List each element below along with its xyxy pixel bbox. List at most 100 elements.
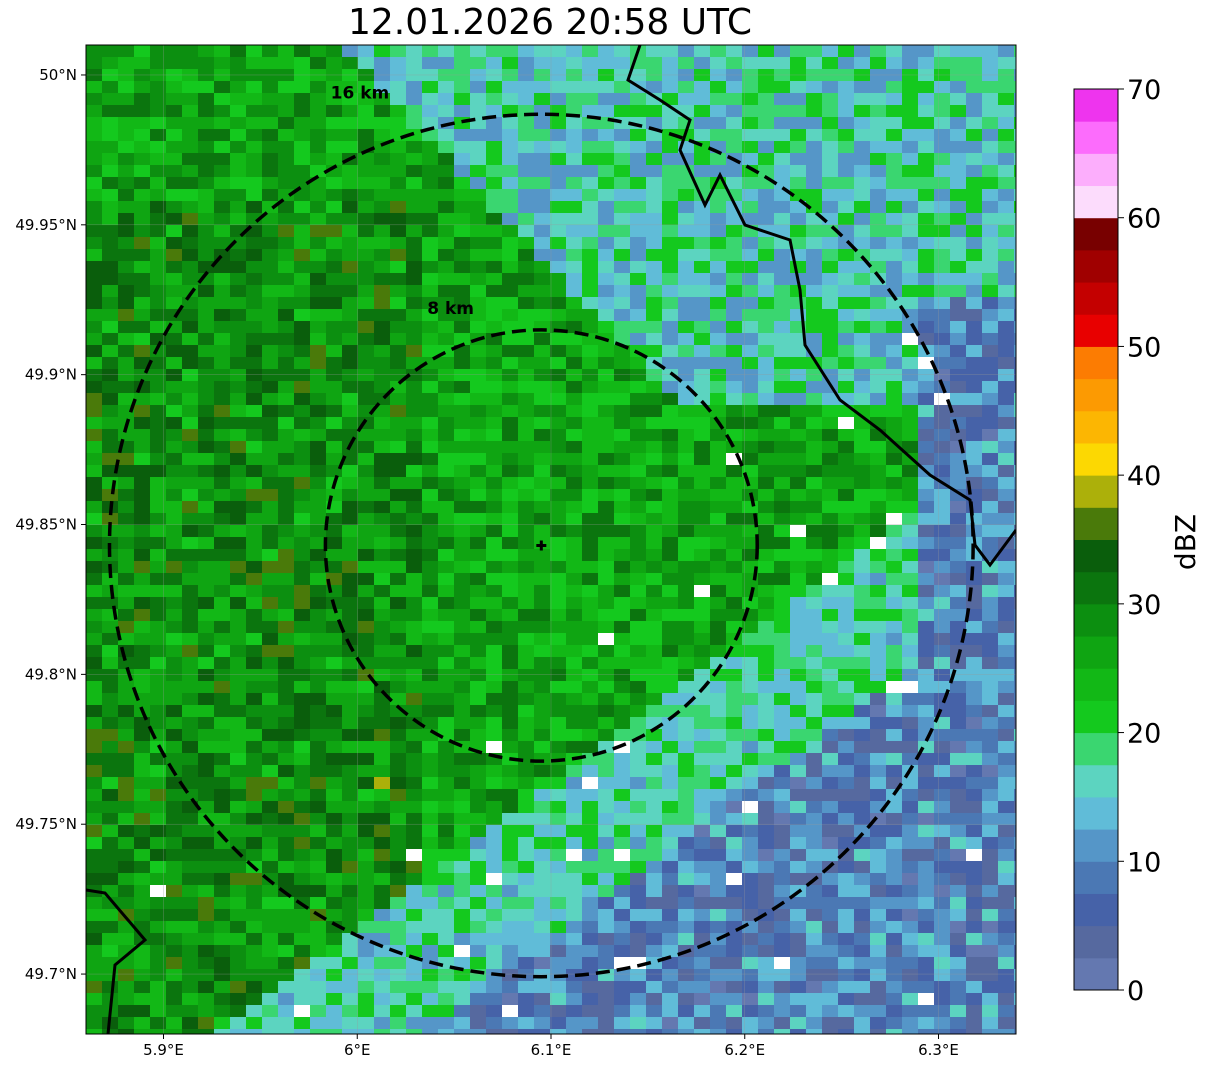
reflectivity-cell <box>390 957 407 970</box>
reflectivity-cell <box>134 141 151 154</box>
reflectivity-cell <box>310 1017 327 1030</box>
reflectivity-cell <box>614 237 631 250</box>
reflectivity-cell <box>678 789 695 802</box>
reflectivity-cell <box>678 981 695 994</box>
reflectivity-cell <box>582 645 599 658</box>
reflectivity-cell <box>534 837 551 850</box>
reflectivity-cell <box>870 201 887 214</box>
reflectivity-cell <box>934 273 951 286</box>
reflectivity-cell <box>166 945 183 958</box>
reflectivity-cell <box>758 801 775 814</box>
reflectivity-cell <box>118 297 135 310</box>
reflectivity-cell <box>390 393 407 406</box>
reflectivity-cell <box>982 957 999 970</box>
reflectivity-cell <box>566 585 583 598</box>
reflectivity-cell <box>710 429 727 442</box>
reflectivity-cell <box>502 417 519 430</box>
reflectivity-cell <box>246 573 263 586</box>
reflectivity-cell <box>310 549 327 562</box>
reflectivity-cell <box>230 57 247 70</box>
reflectivity-cell <box>294 141 311 154</box>
reflectivity-cell <box>774 525 791 538</box>
reflectivity-cell <box>678 873 695 886</box>
reflectivity-cell <box>870 405 887 418</box>
reflectivity-cell <box>118 177 135 190</box>
reflectivity-cell <box>486 225 503 238</box>
reflectivity-cell <box>982 69 999 82</box>
reflectivity-cell <box>214 633 231 646</box>
reflectivity-cell <box>518 813 535 826</box>
reflectivity-cell <box>518 777 535 790</box>
reflectivity-cell <box>486 333 503 346</box>
reflectivity-cell <box>390 825 407 838</box>
reflectivity-cell <box>518 549 535 562</box>
reflectivity-cell <box>678 969 695 982</box>
reflectivity-cell <box>118 705 135 718</box>
reflectivity-cell <box>550 945 567 958</box>
y-tick-label: 49.9°N <box>25 366 77 384</box>
reflectivity-cell <box>902 609 919 622</box>
reflectivity-cell <box>342 633 359 646</box>
reflectivity-cell <box>822 117 839 130</box>
reflectivity-cell <box>406 201 423 214</box>
reflectivity-cell <box>518 525 535 538</box>
reflectivity-cell <box>758 621 775 634</box>
reflectivity-cell <box>86 993 103 1006</box>
reflectivity-cell <box>758 465 775 478</box>
reflectivity-cell <box>438 729 455 742</box>
reflectivity-cell <box>406 933 423 946</box>
reflectivity-cell <box>646 405 663 418</box>
reflectivity-cell <box>214 585 231 598</box>
reflectivity-cell <box>982 825 999 838</box>
reflectivity-cell <box>518 861 535 874</box>
reflectivity-cell <box>86 57 103 70</box>
reflectivity-cell <box>598 621 615 634</box>
reflectivity-cell <box>438 705 455 718</box>
reflectivity-cell <box>694 429 711 442</box>
reflectivity-cell <box>694 753 711 766</box>
reflectivity-cell <box>982 345 999 358</box>
reflectivity-cell <box>614 165 631 178</box>
reflectivity-cell <box>230 477 247 490</box>
reflectivity-cell <box>150 453 167 466</box>
reflectivity-cell <box>662 993 679 1006</box>
reflectivity-cell <box>662 837 679 850</box>
reflectivity-cell <box>726 741 743 754</box>
reflectivity-cell <box>614 789 631 802</box>
reflectivity-cell <box>166 357 183 370</box>
reflectivity-cell <box>486 81 503 94</box>
reflectivity-cell <box>582 813 599 826</box>
reflectivity-cell <box>982 945 999 958</box>
reflectivity-cell <box>678 669 695 682</box>
reflectivity-cell <box>806 777 823 790</box>
reflectivity-cell <box>886 597 903 610</box>
reflectivity-cell <box>534 957 551 970</box>
reflectivity-cell <box>374 201 391 214</box>
reflectivity-cell <box>710 813 727 826</box>
reflectivity-cell <box>214 1017 231 1030</box>
reflectivity-cell <box>790 909 807 922</box>
reflectivity-cell <box>534 189 551 202</box>
reflectivity-cell <box>806 609 823 622</box>
reflectivity-cell <box>822 297 839 310</box>
reflectivity-cell <box>358 693 375 706</box>
reflectivity-cell <box>454 201 471 214</box>
reflectivity-cell <box>230 789 247 802</box>
reflectivity-cell <box>1014 429 1016 442</box>
reflectivity-cell <box>534 609 551 622</box>
reflectivity-cell <box>166 813 183 826</box>
reflectivity-cell <box>646 213 663 226</box>
reflectivity-cell <box>134 237 151 250</box>
reflectivity-cell <box>966 165 983 178</box>
reflectivity-cell <box>102 789 119 802</box>
reflectivity-cell <box>438 417 455 430</box>
reflectivity-cell <box>326 333 343 346</box>
reflectivity-cell <box>294 957 311 970</box>
reflectivity-cell <box>134 417 151 430</box>
reflectivity-cell <box>486 657 503 670</box>
reflectivity-cell <box>630 429 647 442</box>
reflectivity-cell <box>198 717 215 730</box>
reflectivity-cell <box>678 357 695 370</box>
reflectivity-cell <box>790 129 807 142</box>
reflectivity-cell <box>486 189 503 202</box>
